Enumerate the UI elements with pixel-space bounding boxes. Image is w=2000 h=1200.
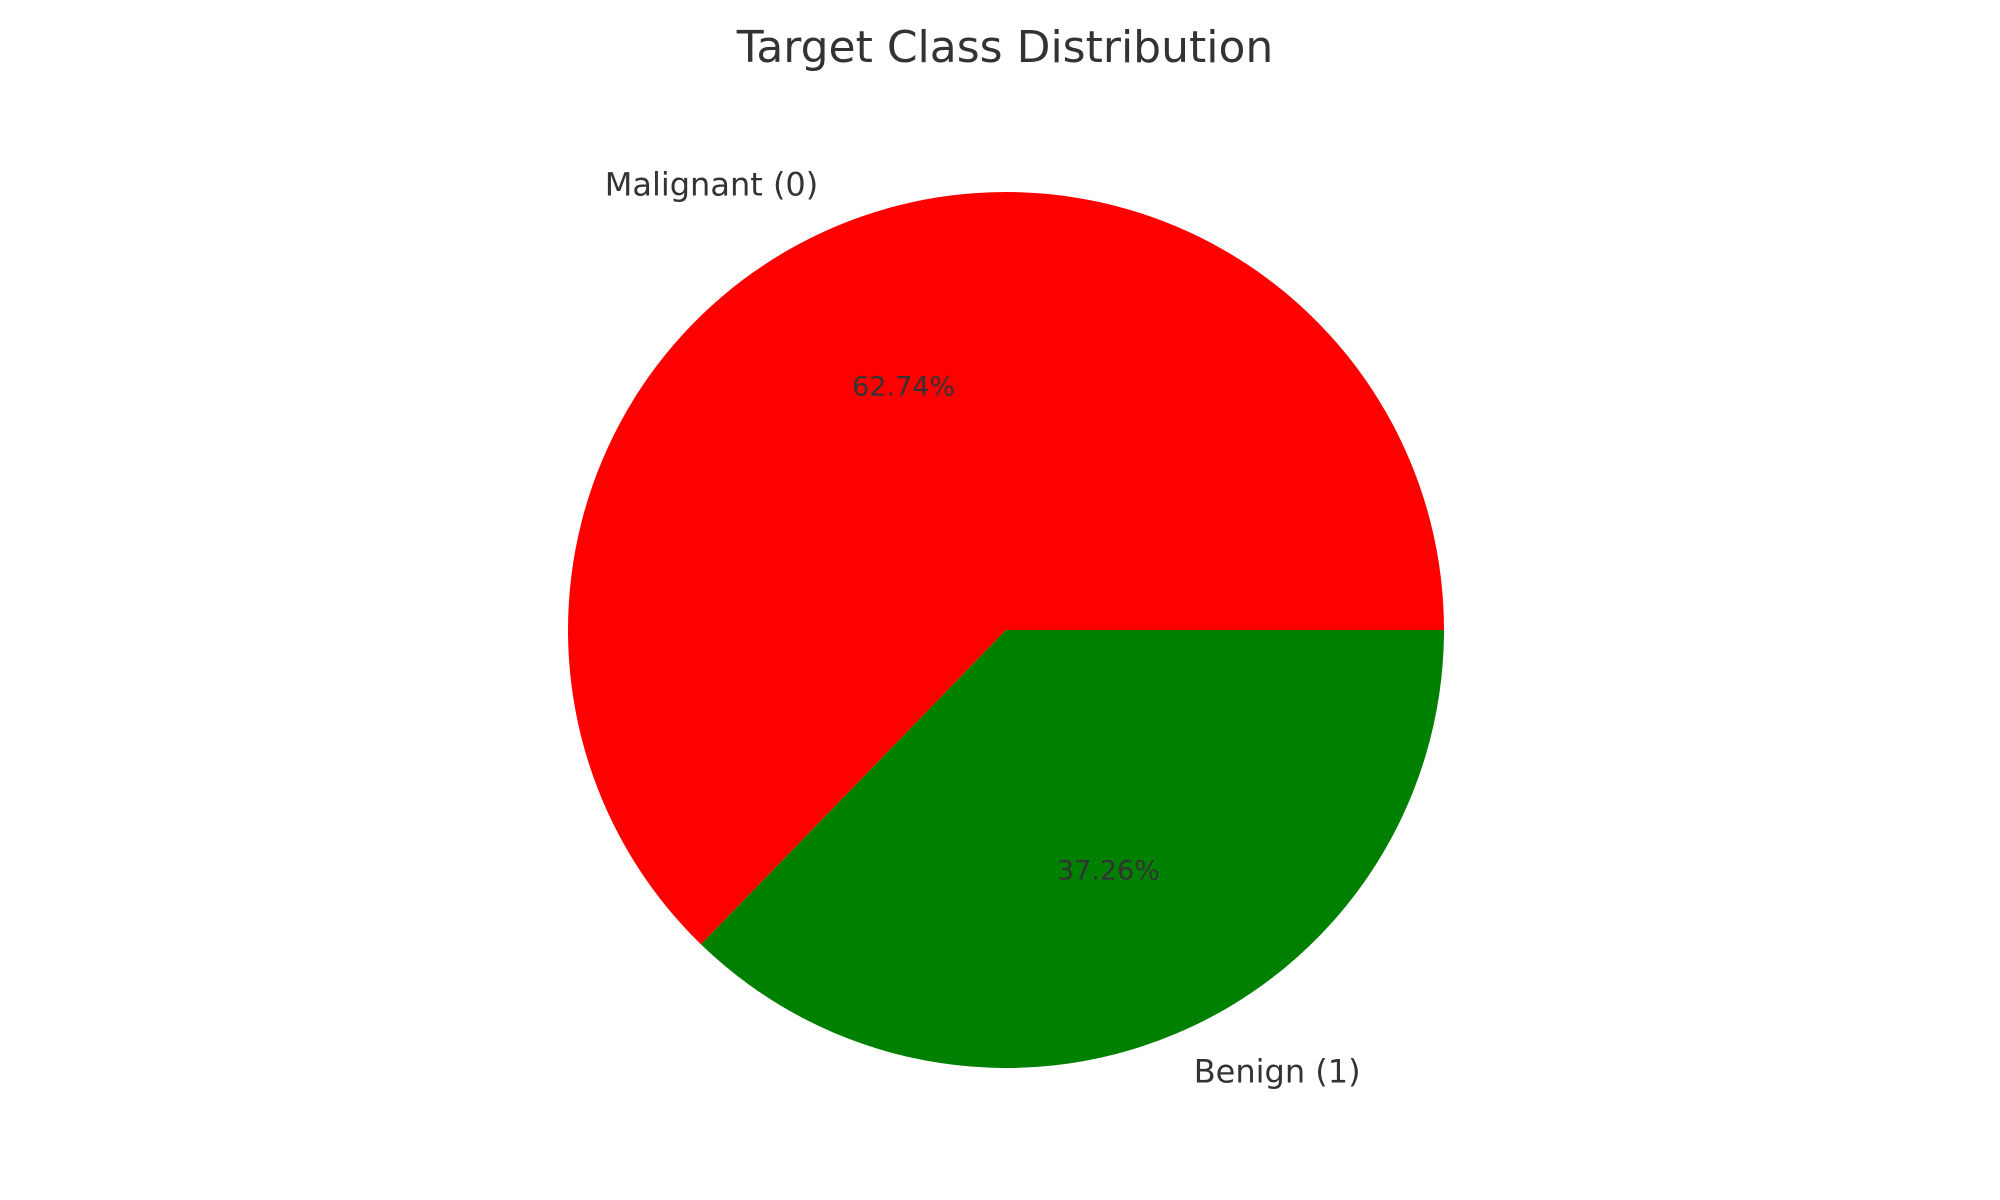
pie-slice-1 [700,630,1444,1068]
pie-slice-0 [567,191,1444,945]
pie-slices [567,191,1444,1068]
slice-label-0: Malignant (0) [605,165,819,203]
chart-title: Target Class Distribution [736,22,1274,73]
slice-percent-label-1: 37.26% [1057,856,1160,887]
pie-labels: Malignant (0) 62.74% Benign (1) 37.26% [605,165,1361,1090]
slice-percent-label-0: 62.74% [852,371,955,402]
slice-label-1: Benign (1) [1194,1053,1361,1091]
